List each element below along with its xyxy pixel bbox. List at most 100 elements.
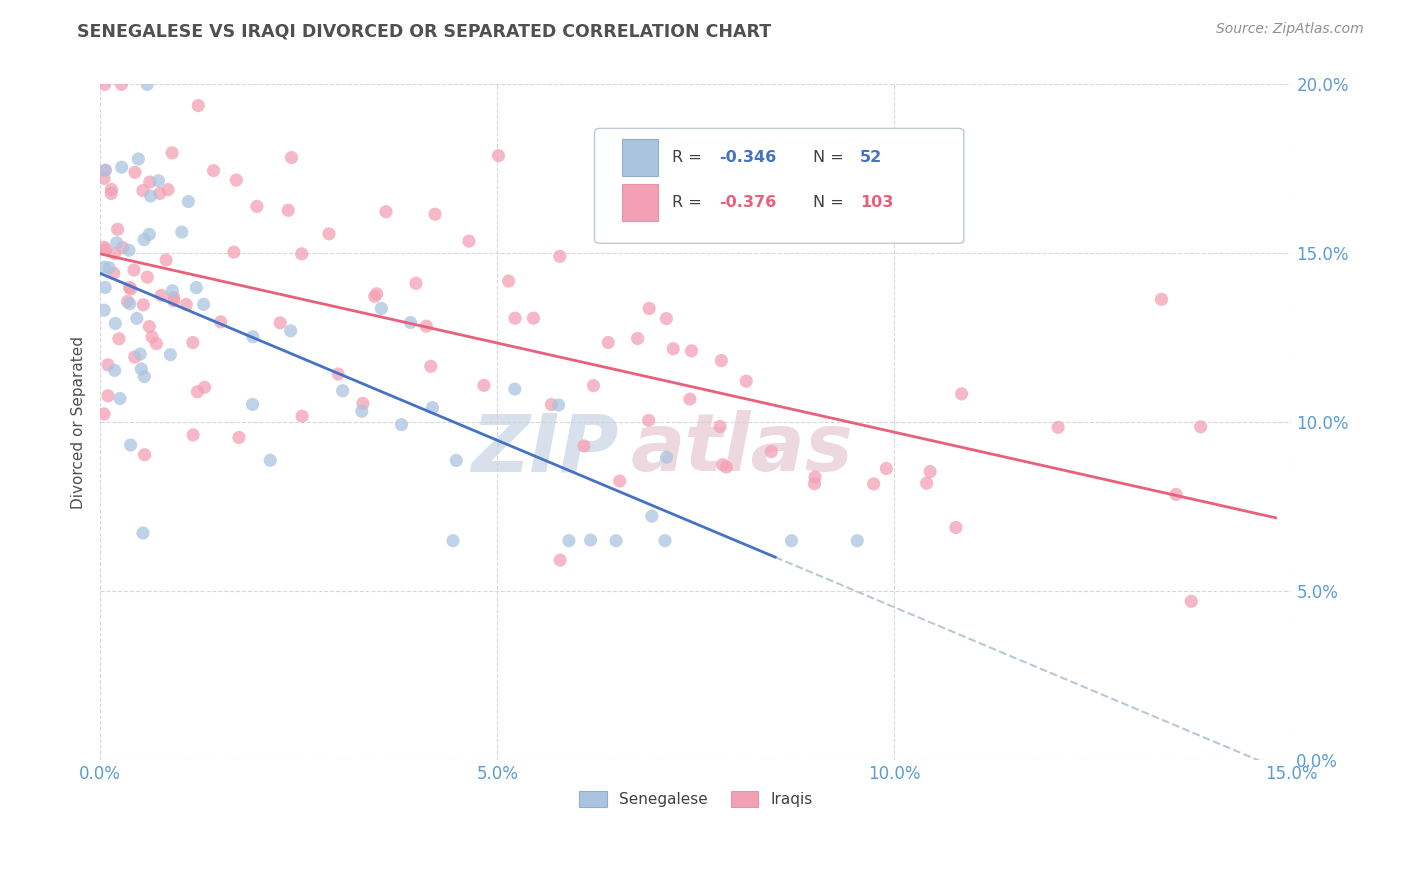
Legend: Senegalese, Iraqis: Senegalese, Iraqis bbox=[574, 785, 818, 814]
Point bbox=[136, 270, 159, 285]
Point bbox=[104, 363, 127, 377]
Point bbox=[107, 222, 129, 236]
Point bbox=[637, 413, 659, 427]
Point bbox=[124, 165, 146, 179]
Point bbox=[94, 243, 117, 257]
Text: ZIP: ZIP bbox=[471, 410, 619, 489]
Point bbox=[654, 533, 676, 548]
Point bbox=[803, 476, 825, 491]
Point bbox=[242, 329, 264, 343]
Point bbox=[129, 347, 152, 361]
Point bbox=[186, 280, 208, 294]
Text: -0.346: -0.346 bbox=[720, 150, 778, 165]
Point bbox=[93, 303, 115, 318]
Point bbox=[862, 476, 884, 491]
Point bbox=[638, 301, 661, 316]
Point bbox=[655, 311, 678, 326]
Point bbox=[780, 533, 803, 548]
Point bbox=[582, 378, 605, 392]
Point bbox=[202, 163, 225, 178]
Point bbox=[228, 430, 250, 444]
FancyBboxPatch shape bbox=[595, 128, 965, 244]
Point bbox=[522, 311, 544, 326]
Point bbox=[104, 246, 127, 260]
Point bbox=[472, 378, 495, 392]
Point bbox=[498, 274, 520, 288]
Point bbox=[598, 335, 620, 350]
Point bbox=[920, 465, 942, 479]
Point bbox=[118, 244, 141, 258]
Point bbox=[136, 78, 159, 92]
Point bbox=[735, 374, 758, 388]
Point bbox=[177, 194, 200, 209]
Point bbox=[950, 387, 973, 401]
Point bbox=[1150, 293, 1173, 307]
Point bbox=[139, 175, 162, 189]
Point bbox=[488, 148, 510, 162]
Point bbox=[134, 369, 156, 384]
Point bbox=[163, 293, 186, 308]
Point bbox=[105, 235, 128, 250]
Point bbox=[423, 207, 446, 221]
Point bbox=[626, 331, 648, 345]
Point bbox=[163, 291, 186, 305]
Point bbox=[1047, 420, 1070, 434]
Point bbox=[108, 332, 131, 346]
Point bbox=[111, 241, 134, 255]
Point bbox=[132, 298, 155, 312]
Point bbox=[280, 151, 302, 165]
Point bbox=[655, 450, 678, 464]
FancyBboxPatch shape bbox=[621, 139, 658, 176]
Point bbox=[209, 315, 232, 329]
Point bbox=[127, 152, 149, 166]
Point bbox=[186, 384, 208, 399]
Point bbox=[193, 297, 215, 311]
Point bbox=[399, 316, 422, 330]
Point bbox=[162, 284, 184, 298]
Point bbox=[318, 227, 340, 241]
Point bbox=[422, 401, 444, 415]
Point bbox=[875, 461, 897, 475]
Point bbox=[1180, 594, 1202, 608]
Text: N =: N = bbox=[813, 195, 848, 211]
Point bbox=[222, 245, 245, 260]
Point bbox=[155, 252, 177, 267]
Point bbox=[370, 301, 392, 316]
Point bbox=[150, 288, 173, 302]
Point bbox=[446, 453, 468, 467]
Point bbox=[181, 335, 204, 350]
Point bbox=[761, 444, 783, 458]
Point bbox=[503, 311, 526, 326]
Text: SENEGALESE VS IRAQI DIVORCED OR SEPARATED CORRELATION CHART: SENEGALESE VS IRAQI DIVORCED OR SEPARATE… bbox=[77, 22, 772, 40]
Point bbox=[132, 184, 155, 198]
Point bbox=[124, 350, 146, 364]
Point bbox=[915, 476, 938, 491]
Point bbox=[104, 317, 127, 331]
Point bbox=[711, 458, 734, 472]
Point bbox=[193, 380, 215, 394]
Point bbox=[709, 419, 731, 434]
Point bbox=[415, 319, 437, 334]
Point bbox=[405, 277, 427, 291]
Point bbox=[242, 397, 264, 411]
Point bbox=[246, 199, 269, 213]
Text: Source: ZipAtlas.com: Source: ZipAtlas.com bbox=[1216, 22, 1364, 37]
Point bbox=[846, 533, 869, 548]
Point bbox=[352, 396, 374, 410]
Point bbox=[110, 78, 132, 92]
Point bbox=[125, 311, 148, 326]
Point bbox=[605, 533, 627, 548]
Point bbox=[326, 367, 349, 381]
FancyBboxPatch shape bbox=[621, 184, 658, 221]
Point bbox=[609, 474, 631, 488]
Point bbox=[291, 247, 314, 261]
Point bbox=[97, 389, 120, 403]
Text: 52: 52 bbox=[860, 150, 883, 165]
Point bbox=[108, 392, 131, 406]
Point bbox=[1189, 419, 1212, 434]
Point bbox=[548, 249, 571, 263]
Point bbox=[149, 186, 172, 201]
Point bbox=[716, 460, 738, 475]
Point bbox=[945, 520, 967, 534]
Point bbox=[120, 282, 142, 296]
